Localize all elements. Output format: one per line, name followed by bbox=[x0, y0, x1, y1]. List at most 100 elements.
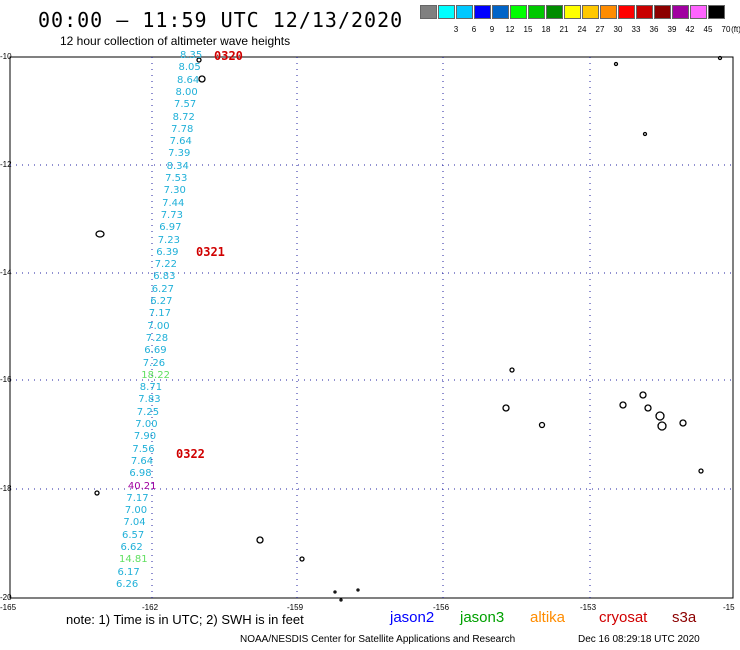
wave-height-value: 6.26 bbox=[116, 578, 139, 590]
wave-height-value: 40.21 bbox=[127, 480, 157, 492]
page-subtitle: 12 hour collection of altimeter wave hei… bbox=[60, 34, 291, 48]
wave-height-value: 7.17 bbox=[126, 492, 149, 504]
color-scale-label: 27 bbox=[595, 25, 605, 34]
wave-height-value: 7.04 bbox=[123, 517, 146, 529]
wave-height-value: 7.00 bbox=[147, 320, 170, 332]
wave-height-value: 18.22 bbox=[141, 369, 170, 381]
satellite-legend-item: s3a bbox=[672, 609, 697, 626]
wave-height-value: 7.57 bbox=[174, 99, 197, 111]
color-scale-label: 36 bbox=[649, 25, 659, 34]
latitude-label: -18 bbox=[0, 484, 12, 493]
island-outline bbox=[95, 230, 105, 238]
island-outline bbox=[717, 55, 723, 61]
color-swatch bbox=[510, 5, 527, 19]
color-swatch bbox=[690, 5, 707, 19]
wave-height-value: 7.39 bbox=[168, 148, 191, 160]
color-scale-label: 15 bbox=[523, 25, 533, 34]
color-scale-label: 70 bbox=[721, 25, 731, 34]
island-outline bbox=[356, 588, 360, 592]
color-scale-label: 33 bbox=[631, 25, 641, 34]
longitude-label: -153 bbox=[580, 603, 597, 612]
color-swatch bbox=[582, 5, 599, 19]
wave-height-value: 7.17 bbox=[148, 308, 171, 320]
wave-height-value: 7.26 bbox=[142, 357, 166, 369]
wave-height-value: 7.00 bbox=[124, 505, 148, 517]
wave-height-value: 7.22 bbox=[154, 259, 177, 271]
wave-height-value: 6.69 bbox=[144, 345, 167, 357]
island-outline bbox=[698, 468, 704, 474]
island-outline bbox=[198, 75, 206, 83]
color-scale-label: 24 bbox=[577, 25, 587, 34]
wave-height-value: 8.34 bbox=[166, 160, 189, 172]
pass-time-label: 0320 bbox=[214, 49, 243, 63]
footer-note: note: 1) Time is in UTC; 2) SWH is in fe… bbox=[66, 612, 304, 627]
longitude-label: -15 bbox=[723, 603, 735, 612]
wave-height-value: 6.27 bbox=[150, 296, 173, 307]
island-outline bbox=[644, 404, 652, 412]
wave-height-value: 6.57 bbox=[122, 529, 145, 541]
color-scale-label: 30 bbox=[613, 25, 623, 34]
color-swatch bbox=[456, 5, 473, 19]
latitude-label: -12 bbox=[0, 160, 12, 169]
color-swatch bbox=[474, 5, 491, 19]
credit-text: NOAA/NESDIS Center for Satellite Applica… bbox=[240, 634, 516, 645]
wave-height-value: 7.90 bbox=[133, 431, 157, 443]
color-scale-label: 45 bbox=[703, 25, 713, 34]
wave-height-value: 7.28 bbox=[145, 332, 169, 344]
latitude-label: -20 bbox=[0, 593, 12, 602]
wave-height-value: 7.00 bbox=[135, 419, 158, 430]
wave-height-value: 7.64 bbox=[130, 455, 154, 467]
color-scale-unit: (ft) bbox=[731, 25, 740, 34]
island-outline bbox=[639, 391, 647, 399]
wave-height-value: 8.35 bbox=[180, 50, 203, 61]
color-scale-label: 42 bbox=[685, 25, 695, 34]
color-swatch bbox=[420, 5, 437, 19]
wave-height-value: 6.39 bbox=[156, 246, 179, 258]
longitude-label: -156 bbox=[433, 603, 450, 612]
satellite-legend-item: jason2 bbox=[390, 609, 435, 626]
wave-height-value: 8.71 bbox=[139, 382, 163, 394]
color-swatch bbox=[654, 5, 671, 19]
color-swatch bbox=[600, 5, 617, 19]
wave-height-value: 14.81 bbox=[119, 554, 148, 566]
color-swatch bbox=[636, 5, 653, 19]
color-scale-label: 9 bbox=[489, 25, 495, 34]
wave-height-value: 7.30 bbox=[163, 185, 186, 197]
color-swatch bbox=[438, 5, 455, 19]
color-swatch bbox=[528, 5, 545, 19]
island-outline bbox=[657, 421, 667, 431]
color-swatch bbox=[618, 5, 635, 19]
wave-height-value: 6.98 bbox=[129, 468, 152, 480]
wave-height-value: 8.05 bbox=[178, 62, 201, 74]
color-swatch bbox=[672, 5, 689, 19]
wave-height-value: 8.64 bbox=[177, 74, 200, 86]
map-grid bbox=[10, 57, 733, 598]
pass-time-label: 0322 bbox=[176, 447, 205, 461]
wave-height-value: 7.78 bbox=[171, 123, 194, 135]
islands bbox=[94, 55, 723, 602]
longitude-label: -162 bbox=[142, 603, 159, 612]
island-outline bbox=[299, 556, 305, 562]
satellite-legend-item: altika bbox=[530, 609, 566, 626]
color-swatch bbox=[546, 5, 563, 19]
color-scale-label: 18 bbox=[541, 25, 551, 34]
latitude-label: -16 bbox=[0, 375, 12, 384]
wave-height-value: 7.83 bbox=[138, 394, 161, 406]
island-outline bbox=[509, 367, 515, 373]
wave-height-value: 8.00 bbox=[175, 86, 198, 98]
color-swatch bbox=[708, 5, 725, 19]
island-outline bbox=[642, 131, 648, 137]
latitude-label: -14 bbox=[0, 268, 12, 277]
longitude-label: -165 bbox=[0, 603, 17, 612]
island-outline bbox=[502, 404, 510, 412]
island-outline bbox=[679, 419, 687, 427]
island-outline bbox=[339, 598, 343, 602]
latitude-label: -10 bbox=[0, 52, 12, 61]
color-swatch bbox=[492, 5, 509, 19]
island-outline bbox=[94, 490, 100, 496]
color-scale-label: 6 bbox=[471, 25, 477, 34]
island-outline bbox=[196, 57, 202, 63]
wave-height-value: 6.83 bbox=[153, 271, 176, 283]
island-outline bbox=[333, 590, 337, 594]
